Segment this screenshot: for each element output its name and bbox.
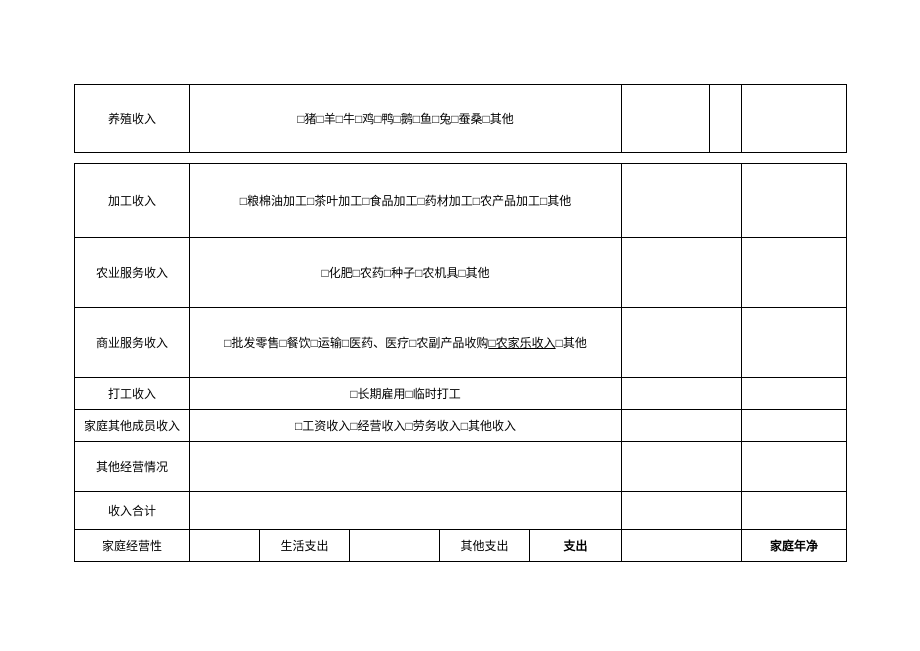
row-label-agri-service: 农业服务收入 bbox=[75, 238, 190, 308]
cell-blank bbox=[622, 85, 710, 153]
bottom-label-family-net: 家庭年净 bbox=[742, 530, 847, 562]
cell-blank bbox=[710, 85, 742, 153]
bottom-label-expense: 支出 bbox=[530, 530, 622, 562]
row-desc-total bbox=[190, 492, 622, 530]
cell-blank bbox=[622, 238, 742, 308]
row-desc-labor: □长期雇用□临时打工 bbox=[190, 378, 622, 410]
row-label-family-other: 家庭其他成员收入 bbox=[75, 410, 190, 442]
row-desc-breeding: □猪□羊□牛□鸡□鸭□鹅□鱼□兔□蚕桑□其他 bbox=[190, 85, 622, 153]
cell-blank bbox=[350, 530, 440, 562]
bottom-label-family-ops: 家庭经营性 bbox=[75, 530, 190, 562]
cell-blank bbox=[742, 238, 847, 308]
cell-blank bbox=[622, 492, 742, 530]
income-table-2: 加工收入 □粮棉油加工□茶叶加工□食品加工□药材加工□农产品加工□其他 农业服务… bbox=[74, 163, 847, 562]
cell-blank bbox=[190, 530, 260, 562]
row-label-biz-service: 商业服务收入 bbox=[75, 308, 190, 378]
cell-blank bbox=[742, 164, 847, 238]
cell-blank bbox=[742, 442, 847, 492]
cell-blank bbox=[622, 308, 742, 378]
row-label-total: 收入合计 bbox=[75, 492, 190, 530]
cell-blank bbox=[742, 492, 847, 530]
bottom-label-family-net-text: 家庭年净 bbox=[770, 539, 818, 553]
row-label-breeding: 养殖收入 bbox=[75, 85, 190, 153]
row-label-processing: 加工收入 bbox=[75, 164, 190, 238]
row-label-other-ops: 其他经营情况 bbox=[75, 442, 190, 492]
cell-blank bbox=[622, 410, 742, 442]
row-desc-biz-service: □批发零售□餐饮□运输□医药、医疗□农副产品收购□农家乐收入□其他 bbox=[190, 308, 622, 378]
biz-desc-pre: □批发零售□餐饮□运输□医药、医疗□农副产品收购 bbox=[224, 336, 488, 350]
cell-blank bbox=[742, 378, 847, 410]
cell-blank bbox=[742, 410, 847, 442]
cell-blank bbox=[742, 308, 847, 378]
cell-blank bbox=[622, 164, 742, 238]
cell-blank bbox=[622, 442, 742, 492]
bottom-label-expense-text: 支出 bbox=[564, 539, 588, 553]
cell-blank bbox=[742, 85, 847, 153]
row-desc-processing: □粮棉油加工□茶叶加工□食品加工□药材加工□农产品加工□其他 bbox=[190, 164, 622, 238]
row-desc-family-other: □工资收入□经营收入□劳务收入□其他收入 bbox=[190, 410, 622, 442]
biz-desc-post: □其他 bbox=[556, 336, 587, 350]
income-table-1: 养殖收入 □猪□羊□牛□鸡□鸭□鹅□鱼□兔□蚕桑□其他 bbox=[74, 84, 847, 153]
row-desc-other-ops bbox=[190, 442, 622, 492]
biz-desc-underline: □农家乐收入 bbox=[488, 336, 555, 350]
row-desc-agri-service: □化肥□农药□种子□农机具□其他 bbox=[190, 238, 622, 308]
row-label-labor: 打工收入 bbox=[75, 378, 190, 410]
bottom-label-other-exp: 其他支出 bbox=[440, 530, 530, 562]
cell-blank bbox=[622, 378, 742, 410]
bottom-label-living-exp: 生活支出 bbox=[260, 530, 350, 562]
cell-blank bbox=[622, 530, 742, 562]
